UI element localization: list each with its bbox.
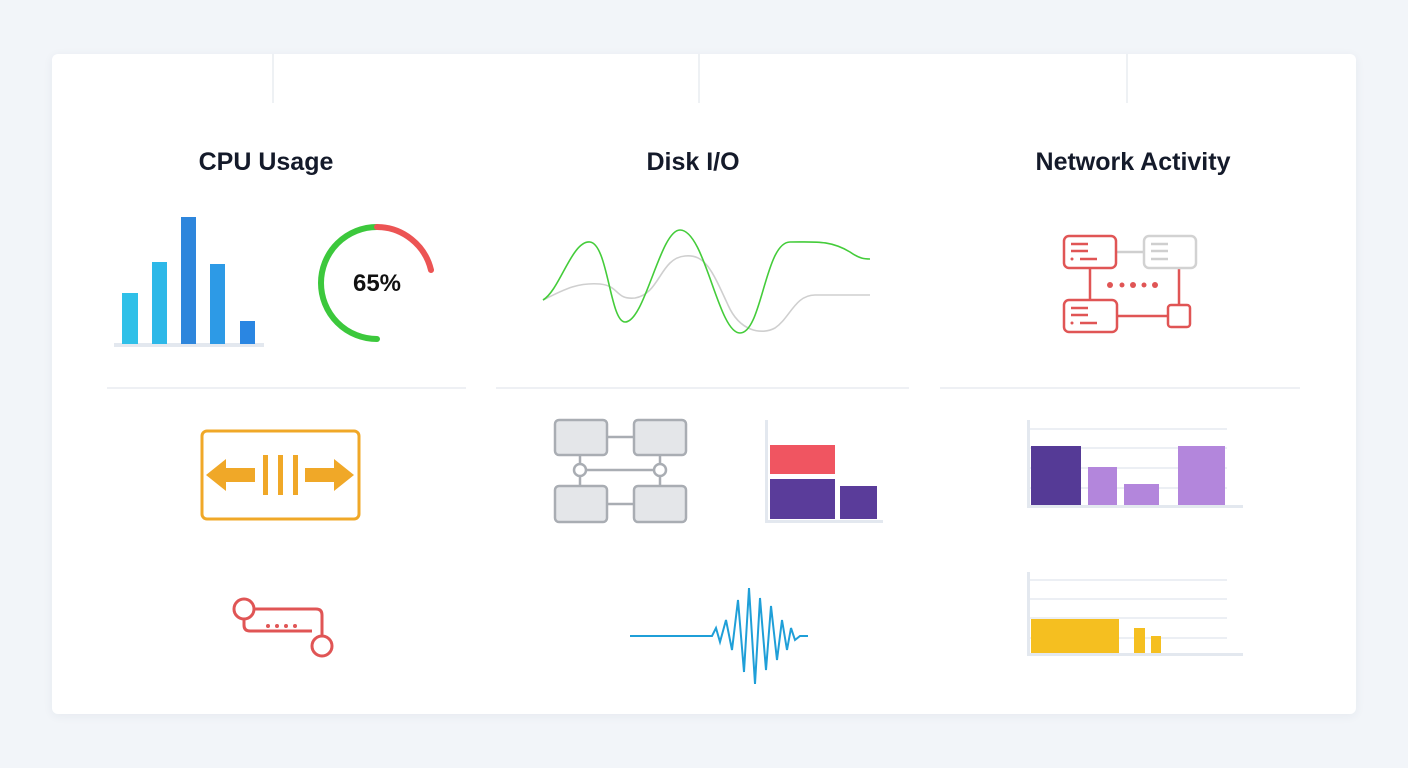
bar [240, 321, 255, 344]
bar [122, 293, 138, 344]
gauge-icon [318, 224, 434, 342]
bar [1151, 636, 1161, 653]
dividers [107, 54, 1300, 389]
seismic-wave-icon [630, 587, 808, 685]
bar [1031, 619, 1119, 653]
bar [152, 262, 167, 344]
purple-bar-chart-icon [1027, 420, 1243, 508]
transfer-arrows-icon [200, 429, 361, 521]
bar [210, 264, 225, 344]
gauge-green-arc [318, 224, 380, 342]
bar [1134, 628, 1145, 653]
bar [840, 486, 877, 519]
baseline [114, 343, 264, 347]
cpu-gauge-value: 65% [352, 270, 402, 297]
network-diagram-icon [1062, 234, 1198, 334]
cpu-usage-title: CPU Usage [198, 148, 334, 176]
bar [1178, 446, 1225, 505]
bar-chart-icon [114, 217, 264, 347]
bar [1124, 484, 1159, 505]
gray-wave [542, 255, 870, 332]
wave-chart-icon [542, 229, 871, 334]
bar [181, 217, 196, 344]
gauge-red-arc [374, 224, 434, 273]
disk-io-title: Disk I/O [646, 148, 740, 176]
bar [1031, 446, 1081, 505]
bar [770, 445, 835, 474]
green-wave [542, 229, 871, 334]
network-activity-title: Network Activity [1035, 148, 1231, 176]
node-diagram-icon [553, 418, 688, 524]
bar [770, 479, 835, 519]
bar [1088, 467, 1117, 505]
yellow-bar-chart-icon [1027, 572, 1243, 656]
connector-icon [232, 597, 334, 658]
stacked-bar-icon [765, 420, 883, 523]
dashboard-card [52, 54, 1356, 714]
